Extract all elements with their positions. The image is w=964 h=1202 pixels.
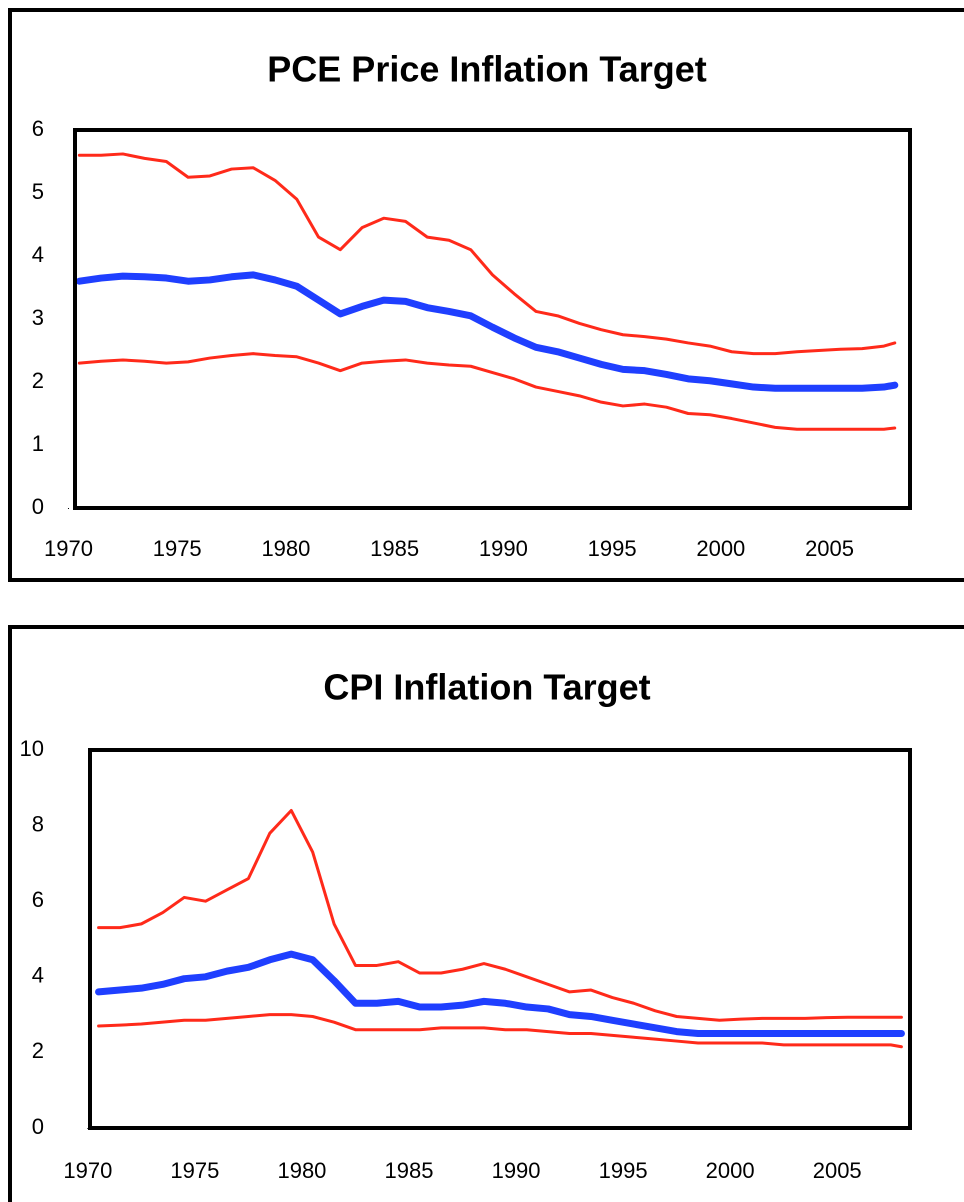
x-tick-label: 1970 xyxy=(44,536,93,561)
series-line xyxy=(95,950,905,1037)
series-line xyxy=(77,352,897,431)
y-tick-label: 2 xyxy=(32,1038,44,1063)
panel-frame xyxy=(8,8,964,1202)
x-tick-label: 2005 xyxy=(805,536,854,561)
plot-frame xyxy=(88,748,912,1130)
y-tick-label: 4 xyxy=(32,242,44,267)
y-tick-label: 6 xyxy=(32,887,44,912)
chart-title: CPI Inflation Target xyxy=(323,667,650,708)
series-line xyxy=(75,271,899,392)
x-tick-label: 1995 xyxy=(599,1158,648,1183)
x-tick-label: 1980 xyxy=(261,536,310,561)
x-tick-label: 1975 xyxy=(170,1158,219,1183)
y-tick-label: 10 xyxy=(20,736,44,761)
x-tick-label: 1990 xyxy=(492,1158,541,1183)
y-tick-label: 1 xyxy=(32,431,44,456)
x-tick-label: 1975 xyxy=(153,536,202,561)
series-line xyxy=(77,152,897,356)
y-tick-label: 5 xyxy=(32,179,44,204)
y-tick-label: 3 xyxy=(32,305,44,330)
x-tick-label: 2000 xyxy=(706,1158,755,1183)
y-tick-label: 6 xyxy=(32,116,44,141)
y-tick-label: 4 xyxy=(32,963,44,988)
y-tick-label: 0 xyxy=(32,1114,44,1139)
x-tick-label: 1985 xyxy=(370,536,419,561)
series-line xyxy=(97,1013,903,1049)
series-line xyxy=(97,808,903,1022)
plot-frame xyxy=(73,128,912,510)
frame-top-chart xyxy=(8,8,964,582)
x-tick-label: 1980 xyxy=(277,1158,326,1183)
x-tick-label: 1990 xyxy=(479,536,528,561)
y-tick-label: 0 xyxy=(32,494,44,519)
x-tick-label: 2000 xyxy=(696,536,745,561)
x-tick-label: 1985 xyxy=(385,1158,434,1183)
y-tick-label: 8 xyxy=(32,811,44,836)
y-tick-label: 2 xyxy=(32,368,44,393)
x-tick-label: 1970 xyxy=(63,1158,112,1183)
x-tick-label: 2005 xyxy=(813,1158,862,1183)
frame-bottom-chart xyxy=(8,625,964,1202)
chart-title: PCE Price Inflation Target xyxy=(267,49,706,90)
x-tick-label: 1995 xyxy=(588,536,637,561)
